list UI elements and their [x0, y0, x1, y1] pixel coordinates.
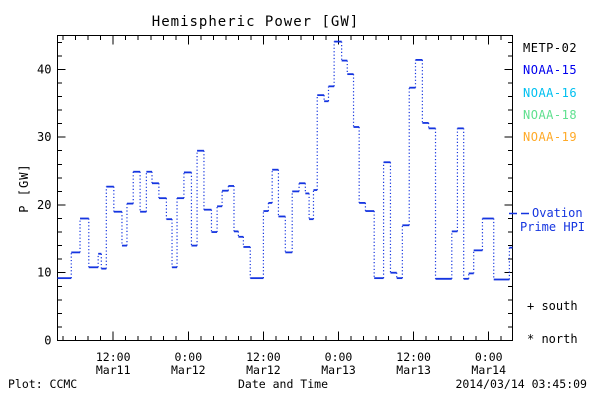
x-tick-time-label: 0:00 — [174, 350, 202, 364]
axes-box — [57, 35, 513, 341]
x-tick-date-label: Mar13 — [321, 363, 356, 377]
y-axis-ticks: 0 10 20 30 40 — [37, 41, 513, 348]
x-tick-time-label: 0:00 — [325, 350, 353, 364]
legend-item-metp-02: METP-02 — [523, 41, 578, 55]
satellite-legend: METP-02 NOAA-15 NOAA-16 NOAA-18 NOAA-19 — [523, 37, 577, 148]
x-tick-time-label: 12:00 — [96, 350, 131, 364]
x-tick-date-label: Mar14 — [471, 363, 506, 377]
marker-south: + south — [527, 299, 578, 313]
hemisphere-markers: + south * north — [527, 299, 578, 365]
x-tick-date-label: Mar12 — [171, 363, 206, 377]
y-tick-label: 40 — [37, 62, 51, 76]
plot-source-label: Plot: CCMC — [8, 377, 78, 391]
ovation-label-line1: Ovation — [532, 206, 583, 220]
y-tick-label: 20 — [37, 198, 51, 212]
plot-timestamp: 2014/03/14 03:45:09 — [455, 377, 587, 391]
y-tick-label: 30 — [37, 130, 51, 144]
x-tick-date-label: Mar12 — [246, 363, 281, 377]
ovation-legend: Ovation Prime HPI — [509, 206, 585, 234]
x-tick-date-label: Mar13 — [396, 363, 431, 377]
y-tick-label: 10 — [37, 266, 51, 280]
legend-line-sample-icon — [509, 212, 529, 214]
ovation-label-line2: Prime HPI — [520, 220, 586, 234]
legend-item-noaa-18: NOAA-18 — [523, 107, 578, 122]
legend-item-noaa-15: NOAA-15 — [523, 63, 578, 78]
x-tick-date-label: Mar11 — [96, 363, 131, 377]
x-tick-time-label: 0:00 — [475, 350, 503, 364]
legend-item-noaa-19: NOAA-19 — [523, 130, 578, 145]
y-tick-label: 0 — [44, 334, 51, 348]
x-axis-title: Date and Time — [237, 377, 328, 391]
hpi-step-line — [57, 40, 513, 281]
marker-north: * north — [527, 332, 578, 346]
x-axis-ticks: 12:00Mar110:00Mar1212:00Mar120:00Mar1312… — [62, 35, 506, 377]
x-tick-time-label: 12:00 — [246, 350, 281, 364]
x-tick-time-label: 12:00 — [396, 350, 431, 364]
legend-item-noaa-16: NOAA-16 — [523, 85, 578, 100]
plot-title: Hemispheric Power [GW] — [151, 14, 360, 30]
